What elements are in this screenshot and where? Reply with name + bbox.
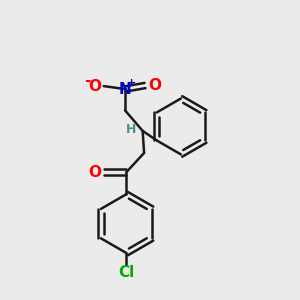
Text: Cl: Cl — [118, 266, 135, 280]
Text: O: O — [88, 165, 101, 180]
Text: O: O — [148, 78, 161, 93]
Text: H: H — [126, 123, 136, 136]
Text: O: O — [88, 79, 101, 94]
Text: +: + — [127, 78, 136, 88]
Text: -: - — [84, 73, 91, 88]
Text: N: N — [118, 82, 131, 97]
